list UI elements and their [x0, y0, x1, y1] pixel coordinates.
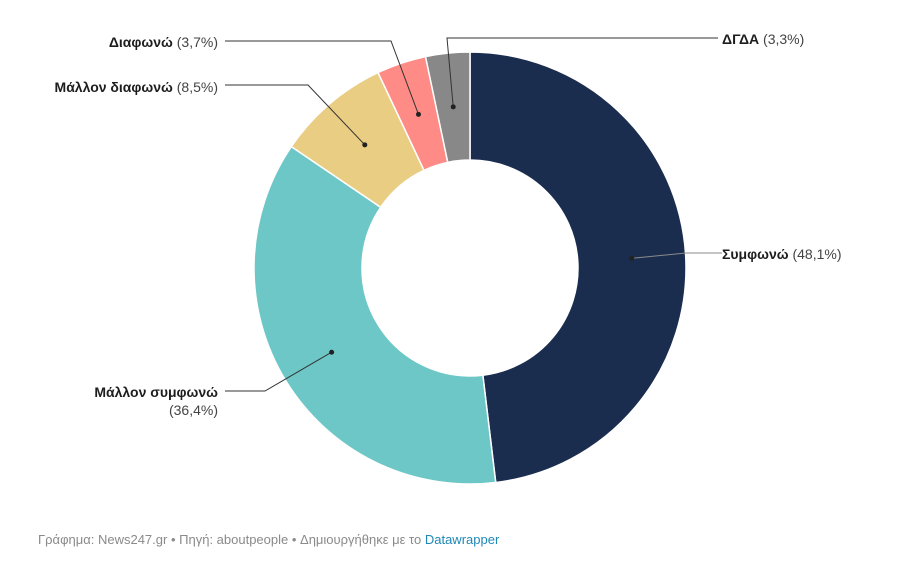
label-rather-agree: Μάλλον συμφωνώ (36,4%) [94, 384, 218, 418]
label-agree: Συμφωνώ (48,1%) [722, 246, 842, 262]
footer-credits: Γράφημα: News247.gr • Πηγή: aboutpeople … [38, 532, 425, 547]
chart-footer: Γράφημα: News247.gr • Πηγή: aboutpeople … [38, 532, 499, 547]
leader-dot [415, 111, 421, 117]
leader-rather-disagree [225, 84, 368, 148]
leader-agree [629, 252, 722, 261]
leader-dot [362, 142, 368, 148]
datawrapper-link[interactable]: Datawrapper [424, 532, 500, 547]
leader-dot [450, 104, 456, 110]
leader-dot [329, 349, 335, 355]
leader-disagree [225, 40, 421, 117]
slice-rather-agree [253, 145, 497, 485]
slice-dk-na [424, 51, 471, 164]
leader-dk-na [446, 37, 718, 110]
label-dk-na: ΔΓΔΑ (3,3%) [722, 31, 805, 47]
label-disagree: Διαφωνώ (3,7%) [108, 34, 218, 50]
label-rather-disagree: Μάλλον διαφωνώ (8,5%) [54, 79, 218, 95]
leader-dot [629, 255, 635, 261]
slice-agree [469, 51, 687, 484]
leader-rather-agree [225, 349, 335, 392]
